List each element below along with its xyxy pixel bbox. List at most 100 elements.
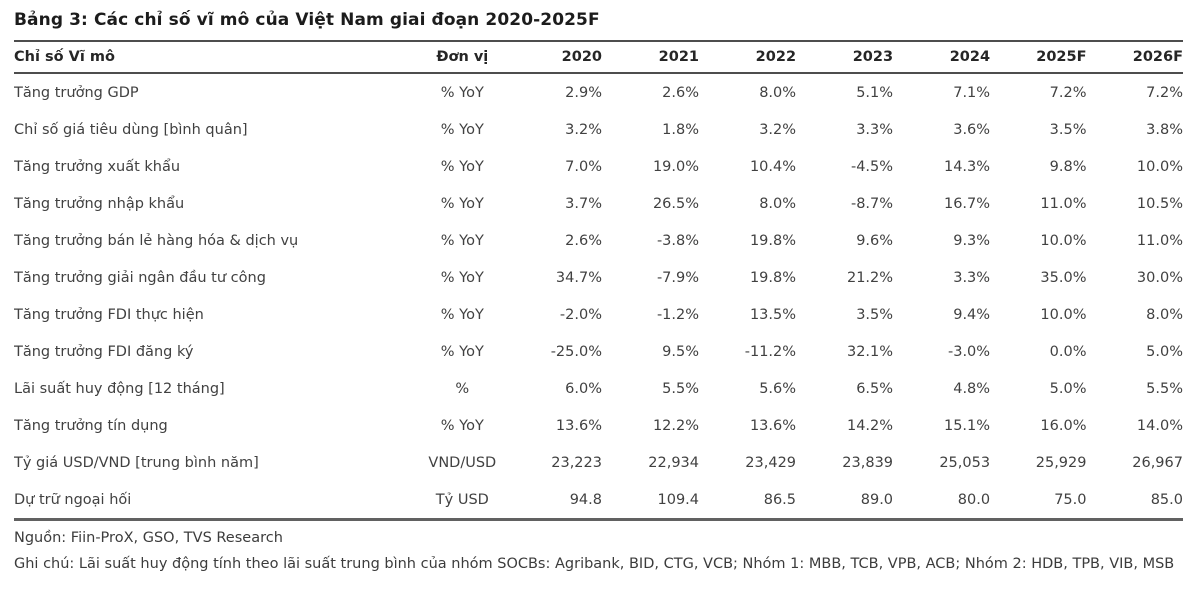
cell-value: 9.8%: [1049, 158, 1087, 175]
row-label: Tăng trưởng nhập khẩu: [14, 195, 185, 212]
cell-value: 8.0%: [759, 195, 797, 212]
row-label: Tăng trưởng GDP: [14, 84, 139, 101]
cell-value: 14.3%: [943, 158, 991, 175]
table-row: Tăng trưởng tín dụng % YoY 13.6% 12.2% 13.6%…: [14, 407, 1183, 444]
column-header: 2023: [796, 40, 894, 74]
table-row: Tăng trưởng bán lẻ hàng hóa & dịch vụ % Y…: [14, 222, 1183, 259]
row-label: Tăng trưởng tín dụng: [14, 417, 168, 434]
column-header: 2024: [893, 40, 991, 74]
cell-value: 75.0: [990, 481, 1087, 521]
cell-value: 7.2%: [1049, 84, 1087, 101]
cell-value: 21.2%: [846, 269, 894, 286]
source-text: Nguồn: Fiin-ProX, GSO, TVS Research: [14, 530, 283, 546]
cell-value: -25.0%: [550, 343, 602, 360]
cell-value: 0.0%: [1049, 343, 1087, 360]
cell-value: 32.1%: [846, 343, 894, 360]
table-row: Tăng trưởng giải ngân đầu tư công % YoY 34…: [14, 259, 1183, 296]
column-header: 2025F: [990, 40, 1087, 74]
cell-value: -7.9%: [656, 269, 700, 286]
cell-value: 9.5%: [662, 343, 700, 360]
cell-value: 5.0%: [1146, 343, 1183, 360]
cell-value: 2.9%: [565, 84, 602, 101]
cell-value: 19.8%: [749, 269, 797, 286]
cell-value: -3.8%: [656, 232, 700, 249]
cell-value: 6.0%: [565, 380, 602, 397]
cell-value: 3.3%: [953, 269, 991, 286]
row-label: Tăng trưởng FDI thực hiện: [14, 306, 204, 323]
row-unit: % YoY: [440, 232, 484, 249]
row-label: Tăng trưởng FDI đăng ký: [14, 343, 194, 360]
column-header: 2021: [602, 40, 700, 74]
row-unit: % YoY: [440, 343, 484, 360]
table-row: Tăng trưởng FDI thực hiện % YoY -2.0% -1.2%…: [14, 296, 1183, 333]
cell-value: 5.0%: [1049, 380, 1087, 397]
table-row: Lãi suất huy động [12 tháng]% 6.0% 5.5% 5.6…: [14, 370, 1183, 407]
row-unit: %: [455, 380, 470, 397]
cell-value: 85.0: [1086, 481, 1183, 521]
cell-value: 3.2%: [759, 121, 797, 138]
column-header: Chỉ số Vĩ mô: [14, 40, 420, 74]
table-header-row: Chỉ số Vĩ mô Đơn vị 2020 2021 2022 2023 2024 20…: [14, 40, 1183, 74]
cell-value: 89.0: [796, 481, 894, 521]
cell-value: 26.5%: [652, 195, 700, 212]
cell-value: -1.2%: [656, 306, 700, 323]
cell-value: 5.5%: [662, 380, 700, 397]
cell-value: 8.0%: [759, 84, 797, 101]
cell-value: 10.0%: [1136, 158, 1183, 175]
cell-value: 19.0%: [652, 158, 700, 175]
cell-value: 26,967: [1132, 454, 1183, 471]
cell-value: 3.3%: [856, 121, 894, 138]
cell-value: 80.0: [893, 481, 991, 521]
cell-value: 14.2%: [846, 417, 894, 434]
row-unit: % YoY: [440, 121, 484, 138]
cell-value: 14.0%: [1136, 417, 1183, 434]
cell-value: 3.2%: [565, 121, 602, 138]
table-body: Tăng trưởng GDP % YoY 2.9% 2.6% 8.0% 5.1% 7.1%…: [14, 73, 1183, 521]
cell-value: 4.8%: [953, 380, 991, 397]
cell-value: 25,053: [939, 454, 991, 471]
cell-value: 7.2%: [1146, 84, 1183, 101]
cell-value: 8.0%: [1146, 306, 1183, 323]
cell-value: 1.8%: [662, 121, 700, 138]
row-unit: % YoY: [440, 306, 484, 323]
row-unit: % YoY: [440, 269, 484, 286]
cell-value: 3.5%: [1049, 121, 1087, 138]
cell-value: 10.4%: [749, 158, 797, 175]
cell-value: 86.5: [699, 481, 797, 521]
table-row: Tỷ giá USD/VND [trung bình năm] VND/USD 23…: [14, 444, 1183, 481]
cell-value: 11.0%: [1040, 195, 1087, 212]
column-header: Đơn vị: [419, 40, 505, 74]
row-label: Tỷ giá USD/VND [trung bình năm]: [14, 454, 259, 471]
cell-value: 6.5%: [856, 380, 894, 397]
page-title: Bảng 3: Các chỉ số vĩ mô của Việt Nam gi…: [14, 10, 600, 30]
cell-value: -8.7%: [850, 195, 894, 212]
row-unit: % YoY: [440, 417, 484, 434]
cell-value: 16.7%: [943, 195, 991, 212]
cell-value: 11.0%: [1136, 232, 1183, 249]
cell-value: 13.5%: [749, 306, 797, 323]
row-unit: % YoY: [440, 195, 484, 212]
cell-value: 7.0%: [565, 158, 602, 175]
cell-value: 23,839: [842, 454, 894, 471]
cell-value: 10.0%: [1040, 306, 1087, 323]
row-label: Tăng trưởng bán lẻ hàng hóa & dịch vụ: [14, 232, 299, 249]
row-unit: VND/USD: [428, 454, 497, 471]
cell-value: 3.7%: [565, 195, 602, 212]
cell-value: 9.4%: [953, 306, 991, 323]
table-row: Chỉ số giá tiêu dùng [bình quân] % YoY 3.2…: [14, 111, 1183, 148]
cell-value: 9.3%: [953, 232, 991, 249]
table-row: Tăng trưởng GDP % YoY 2.9% 2.6% 8.0% 5.1% 7.1%…: [14, 73, 1183, 111]
column-header: 2026F: [1086, 40, 1183, 74]
cell-value: 94.8: [504, 481, 602, 521]
table-row: Tăng trưởng FDI đăng ký % YoY -25.0% 9.5% -1…: [14, 333, 1183, 370]
table-row: Dự trữ ngoại hối Tỷ USD 94.8 109.4 86.5 89.0 8…: [14, 481, 1183, 521]
cell-value: 3.6%: [953, 121, 991, 138]
cell-value: 23,429: [745, 454, 797, 471]
cell-value: -4.5%: [850, 158, 894, 175]
cell-value: 10.5%: [1136, 195, 1183, 212]
cell-value: 15.1%: [943, 417, 991, 434]
cell-value: 7.1%: [953, 84, 991, 101]
macro-indicators-table: Chỉ số Vĩ mô Đơn vị 2020 2021 2022 2023 2024 20…: [14, 40, 1183, 521]
row-unit: % YoY: [440, 158, 484, 175]
